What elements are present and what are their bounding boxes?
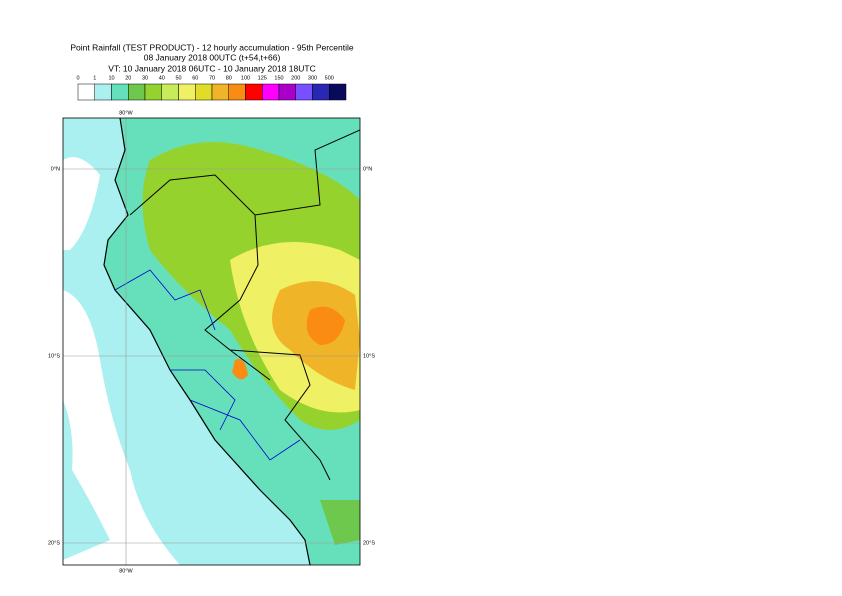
- legend-swatch: [195, 83, 213, 101]
- legend-label: 30: [142, 75, 148, 81]
- legend-label: 100: [241, 75, 250, 81]
- legend-swatch: [211, 83, 229, 101]
- legend-label: 20: [125, 75, 131, 81]
- legend-label: 150: [274, 75, 283, 81]
- legend-label: 10: [108, 75, 114, 81]
- subtitle: 08 January 2018 00UTC (t+54,t+66): [144, 52, 281, 62]
- legend-swatch: [278, 83, 296, 101]
- dry-ocean: [63, 157, 180, 565]
- legend-swatch: [312, 83, 330, 101]
- legend-label: 200: [291, 75, 300, 81]
- legend-label: 80: [226, 75, 232, 81]
- legend-swatch: [262, 83, 280, 101]
- lon-label: 80°W: [119, 568, 133, 574]
- lat-label: 10°S: [363, 353, 375, 359]
- legend-label: 70: [209, 75, 215, 81]
- map: 0°N 0°N 10°S 10°S 20°S 20°S 80°W 80°W: [48, 110, 375, 574]
- legend-label: 500: [325, 75, 334, 81]
- legend-label: 0: [76, 75, 79, 81]
- legend-swatch: [295, 83, 313, 101]
- legend-label: 125: [258, 75, 267, 81]
- title: Point Rainfall (TEST PRODUCT) - 12 hourl…: [70, 42, 354, 52]
- coastline: [103, 118, 311, 565]
- legend-label: 300: [308, 75, 317, 81]
- legend: 0 1 10 20 30 40 50 60 70 80 100 125 150 200 300 500: [76, 75, 347, 101]
- legend-label: 60: [192, 75, 198, 81]
- legend-swatch: [245, 83, 263, 101]
- legend-swatch: [228, 83, 246, 101]
- legend-swatch: [94, 83, 112, 101]
- legend-swatch: [161, 83, 179, 101]
- lat-label: 20°S: [48, 540, 60, 546]
- legend-swatch: [178, 83, 196, 101]
- legend-swatch: [329, 83, 347, 101]
- valid-time: VT: 10 January 2018 06UTC - 10 January 2…: [108, 63, 315, 73]
- rain-20: [320, 500, 360, 545]
- map-frame: [62, 117, 361, 566]
- legend-swatch: [128, 83, 146, 101]
- lat-label: 0°N: [363, 166, 372, 172]
- legend-label: 50: [175, 75, 181, 81]
- legend-swatch: [77, 83, 95, 101]
- regions: [114, 269, 301, 461]
- lat-label: 10°S: [48, 353, 60, 359]
- lon-label: 80°W: [119, 110, 133, 116]
- legend-label: 40: [159, 75, 165, 81]
- rain-80: [232, 306, 345, 380]
- lat-label: 20°S: [363, 540, 375, 546]
- lat-label: 0°N: [51, 166, 60, 172]
- legend-label: 1: [93, 75, 96, 81]
- legend-swatch: [111, 83, 129, 101]
- ocean-band: [63, 400, 110, 560]
- borders: [129, 129, 360, 481]
- legend-swatch: [144, 83, 162, 101]
